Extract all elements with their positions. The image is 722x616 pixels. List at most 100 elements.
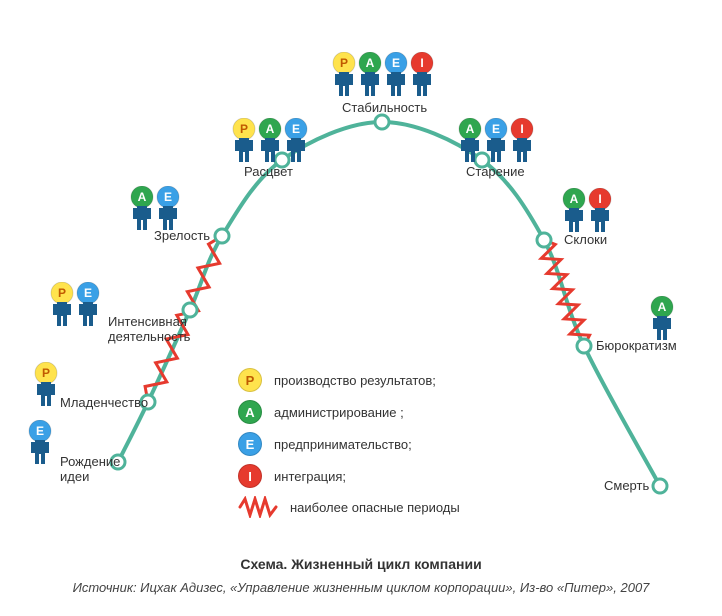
stage-label-stability: Стабильность: [342, 100, 427, 115]
person-body: [163, 206, 173, 220]
person-leg: [137, 220, 141, 230]
legend-row-0: Pпроизводство результатов;: [238, 368, 460, 392]
person-leg: [345, 86, 349, 96]
stage-label-line1: Расцвет: [244, 164, 293, 179]
diagram-source: Источник: Ицхак Адизес, «Управление жизн…: [0, 580, 722, 595]
person-arm: [667, 318, 671, 329]
person-icon: I: [510, 118, 534, 162]
person-leg: [601, 222, 605, 232]
person-I: I: [588, 188, 612, 232]
person-body: [339, 72, 349, 86]
person-arm: [413, 74, 417, 85]
person-icon: A: [458, 118, 482, 162]
person-arm: [349, 74, 353, 85]
person-leg: [365, 86, 369, 96]
person-leg: [143, 220, 147, 230]
stage-label-intense: Интенсивнаядеятельность: [108, 314, 190, 344]
person-leg: [265, 152, 269, 162]
person-icon: A: [258, 118, 282, 162]
person-body: [57, 302, 67, 316]
diagram-container: { "canvas": { "width": 722, "height": 61…: [0, 0, 722, 616]
stage-label-infancy: Младенчество: [60, 395, 148, 410]
person-icon: E: [156, 186, 180, 230]
people-group-maturity: A E: [130, 186, 180, 230]
people-group-birth: E: [28, 420, 52, 464]
person-body: [657, 316, 667, 330]
people-group-flourish: P A E: [232, 118, 308, 162]
person-leg: [89, 316, 93, 326]
person-A: A: [458, 118, 482, 162]
person-I: I: [410, 52, 434, 96]
person-icon: E: [76, 282, 100, 326]
people-group-stability: P A E I: [332, 52, 434, 96]
stage-label-line1: Бюрократизм: [596, 338, 677, 353]
person-arm: [249, 140, 253, 151]
person-arm: [461, 140, 465, 151]
person-arm: [401, 74, 405, 85]
legend: Pпроизводство результатов;Aадминистриров…: [238, 368, 460, 526]
svg-text:I: I: [420, 56, 423, 70]
person-leg: [169, 220, 173, 230]
people-group-aging: A E I: [458, 118, 534, 162]
svg-text:A: A: [570, 192, 579, 206]
person-arm: [335, 74, 339, 85]
svg-text:P: P: [240, 122, 248, 136]
person-leg: [471, 152, 475, 162]
person-arm: [37, 384, 41, 395]
stage-label-line1: Склоки: [564, 232, 607, 247]
person-arm: [67, 304, 71, 315]
person-leg: [291, 152, 295, 162]
person-leg: [497, 152, 501, 162]
person-icon: E: [384, 52, 408, 96]
people-group-bureaucracy: A: [650, 296, 674, 340]
person-E: E: [384, 52, 408, 96]
person-leg: [517, 152, 521, 162]
people-group-infancy: P: [34, 362, 58, 406]
stage-label-line1: Старение: [466, 164, 525, 179]
person-leg: [41, 396, 45, 406]
person-arm: [527, 140, 531, 151]
person-icon: E: [484, 118, 508, 162]
person-icon: P: [232, 118, 256, 162]
person-leg: [57, 316, 61, 326]
legend-circle-P: P: [238, 368, 262, 392]
legend-label: наиболее опасные периоды: [290, 500, 460, 515]
person-body: [265, 138, 275, 152]
person-E: E: [156, 186, 180, 230]
person-arm: [51, 384, 55, 395]
person-P: P: [332, 52, 356, 96]
stage-label-line2: идеи: [60, 469, 89, 484]
svg-text:E: E: [292, 122, 300, 136]
person-arm: [275, 140, 279, 151]
person-arm: [387, 74, 391, 85]
person-body: [41, 382, 51, 396]
legend-row-4: наиболее опасные периоды: [238, 496, 460, 518]
person-arm: [579, 210, 583, 221]
stage-label-line1: Смерть: [604, 478, 649, 493]
stage-label-flourish: Расцвет: [244, 164, 293, 179]
stage-label-birth: Рождениеидеи: [60, 454, 120, 484]
svg-text:A: A: [466, 122, 475, 136]
person-icon: E: [28, 420, 52, 464]
person-arm: [173, 208, 177, 219]
person-leg: [663, 330, 667, 340]
person-leg: [569, 222, 573, 232]
person-arm: [261, 140, 265, 151]
person-icon: P: [332, 52, 356, 96]
person-leg: [491, 152, 495, 162]
person-E: E: [284, 118, 308, 162]
person-A: A: [258, 118, 282, 162]
person-body: [595, 208, 605, 222]
svg-text:I: I: [520, 122, 523, 136]
person-leg: [271, 152, 275, 162]
stage-label-line1: Стабильность: [342, 100, 427, 115]
person-arm: [591, 210, 595, 221]
person-E: E: [28, 420, 52, 464]
person-leg: [163, 220, 167, 230]
legend-label: интеграция;: [274, 469, 346, 484]
person-E: E: [76, 282, 100, 326]
person-body: [35, 440, 45, 454]
person-leg: [523, 152, 527, 162]
legend-label: предпринимательство;: [274, 437, 412, 452]
person-leg: [41, 454, 45, 464]
